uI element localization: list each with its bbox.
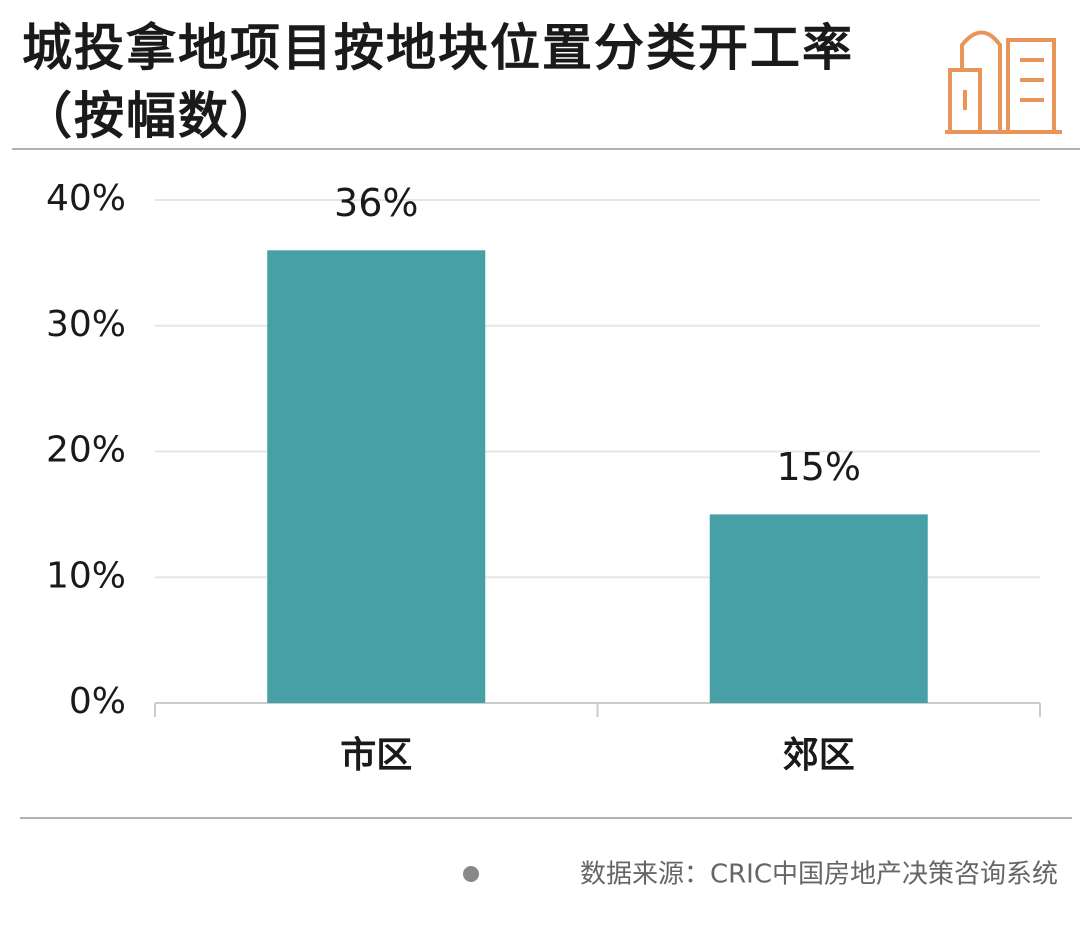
chart-title: 城投拿地项目按地块位置分类开工率（按幅数） (22, 19, 854, 145)
y-tick-label: 10% (46, 555, 126, 596)
icon (945, 30, 1062, 134)
x-tick-label: 郊区 (783, 735, 855, 776)
y-tick-label: 0% (69, 681, 126, 722)
data-label: 36% (334, 181, 418, 225)
data-label: 15% (777, 445, 861, 489)
x-tick-label: 市区 (340, 735, 412, 776)
y-tick-label: 30% (46, 304, 126, 345)
y-tick-label: 40% (46, 178, 126, 219)
bar (709, 514, 928, 703)
source: 数据来源：CRIC中国房地产决策咨询系统 (580, 860, 1058, 890)
y-tick-label: 20% (46, 430, 126, 471)
bar (267, 250, 486, 704)
source-dot (463, 866, 479, 882)
